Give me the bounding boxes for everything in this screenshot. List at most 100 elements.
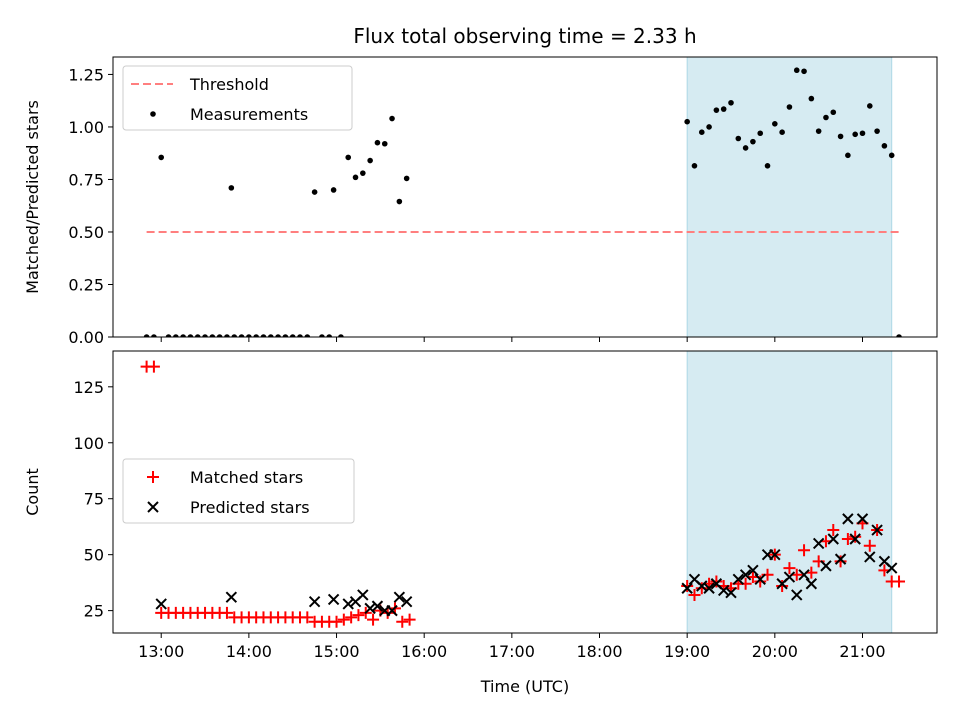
data-point [703,582,715,594]
x-tick-label: 19:00 [664,642,710,661]
data-point [345,154,352,161]
data-point [151,334,157,337]
data-point [808,95,815,102]
data-point [896,334,902,337]
y-tick-label: 125 [73,378,104,397]
y-axis-label: Count [23,468,42,516]
series-2 [155,513,898,617]
data-point [735,135,742,142]
series-1 [140,360,906,628]
data-point [823,114,829,121]
legend-label: Matched stars [190,468,303,487]
data-point [769,548,781,561]
data-point [224,334,230,337]
data-point [371,600,384,612]
data-point [308,595,321,608]
data-point [403,613,416,626]
data-point [319,334,325,337]
data-point [739,569,752,581]
data-point [360,170,366,176]
data-point [849,533,861,545]
data-point [301,611,314,624]
data-point [289,334,296,337]
data-point [720,106,727,112]
data-point [396,198,403,205]
data-point [220,606,233,619]
data-point [864,551,876,563]
y-tick-label: 0.50 [68,223,104,242]
data-point [267,334,274,337]
marks [143,67,902,337]
data-point [842,513,854,525]
data-point [827,533,839,545]
data-point [143,334,150,337]
data-point [793,67,800,74]
data-point [330,615,343,628]
data-point [297,334,303,337]
data-point [400,595,413,608]
panel-2: 25 50 75 100 125 13:00 14:00 15:00 16:00 17:00 18:… [23,350,938,661]
data-point [725,587,737,599]
data-point [779,129,785,135]
data-point [282,334,289,337]
data-point [886,562,898,574]
legend-box [122,458,355,524]
data-point [173,334,179,337]
legend-label: Measurements [190,105,308,124]
shaded-interval [686,350,893,634]
legend: Threshold Measurements [122,65,353,131]
data-point [696,580,708,592]
data-point [742,145,749,151]
data-point [750,138,756,145]
data-point [856,513,869,525]
data-point [367,157,373,164]
data-point [849,530,862,543]
data-point [830,109,837,116]
x-tick-label: 15:00 [313,642,359,661]
data-point [893,575,906,588]
data-point [403,175,410,182]
data-point [194,334,201,337]
data-point [805,578,818,590]
data-point [834,553,847,565]
data-point [863,539,876,552]
data-point [866,103,873,109]
data-point [357,589,369,601]
data-point [852,131,858,138]
data-point [330,187,337,193]
data-point [681,582,693,594]
data-point [798,544,811,557]
data-point [783,571,796,583]
chart-title: Flux total observing time = 2.33 h [353,24,696,48]
data-point [688,588,701,601]
data-point [386,604,398,617]
data-point [352,174,359,181]
data-point [691,163,698,169]
y-axis-label: Matched/Predicted stars [23,100,42,294]
data-point [754,573,766,585]
data-point [352,609,365,622]
data-point [837,133,844,140]
data-point [859,130,866,137]
data-point [165,334,172,337]
data-point [871,524,883,536]
data-point [786,104,793,110]
data-point [338,334,344,337]
panel-1: 0.00 0.25 0.50 0.75 1.00 1.25 Matched/Predicte… [23,56,938,347]
data-point [364,602,376,615]
x-tick-label: 17:00 [489,642,535,661]
x-axis-label: Time (UTC) [480,677,569,696]
x-tick-label: 16:00 [401,642,447,661]
data-point [764,163,771,169]
marks [140,360,906,628]
data-point [798,569,810,581]
data-point [374,139,381,146]
data-point [337,613,350,626]
legend-swatch [147,501,159,513]
data-point [225,591,238,603]
legend: Matched stars Predicted stars [122,458,355,524]
y-tick-label: 0.25 [68,275,104,294]
data-point [311,189,318,195]
data-point [396,615,409,628]
data-point [698,129,705,135]
